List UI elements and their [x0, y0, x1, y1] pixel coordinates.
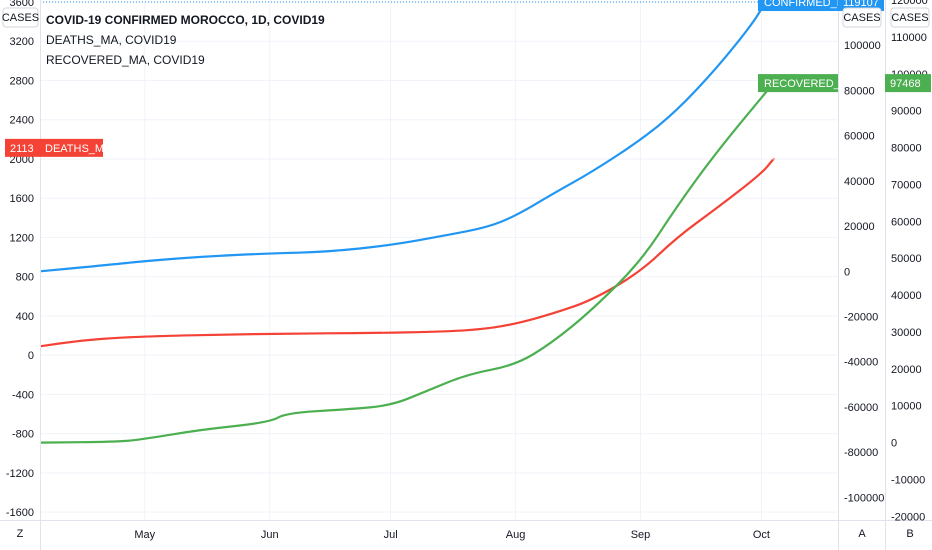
- right-b-tick-label: 40000: [891, 290, 922, 302]
- right-a-tick-label: 100000: [844, 40, 881, 52]
- right-b-tick-label: -10000: [891, 474, 925, 486]
- x-tick-label: Sep: [631, 529, 651, 541]
- left-tick-label: 3200: [10, 36, 34, 48]
- left-tick-label: 2800: [10, 75, 34, 87]
- right-a-tick-label: -40000: [844, 357, 878, 369]
- badge-label: DEATHS_MA: [45, 143, 112, 155]
- series-line-recovered-ma: [39, 82, 775, 444]
- right-a-tick-label: 80000: [844, 85, 875, 97]
- badge-label-bg: [758, 0, 838, 12]
- left-tick-label: 1200: [10, 232, 34, 244]
- badge-label-bg: [758, 74, 838, 93]
- badge-recovered-ma: RECOVERED_MA 97468: [758, 74, 931, 93]
- series-lines: [39, 0, 838, 444]
- left-tick-label: 0: [28, 350, 34, 362]
- right-a-tick-label: -60000: [844, 402, 878, 414]
- left-tick-label: -400: [12, 389, 34, 401]
- badge-value: 2113: [10, 143, 34, 155]
- right-a-unit-button[interactable]: CASES: [842, 7, 882, 28]
- left-tick-label: -1600: [6, 507, 34, 519]
- badge-value: 97468: [890, 78, 921, 90]
- right-b-tick-label: 110000: [891, 32, 927, 44]
- auto-scale-a-button[interactable]: A: [858, 528, 866, 540]
- x-tick-label: Jul: [384, 529, 398, 541]
- right-a-tick-label: 40000: [844, 176, 875, 188]
- right-b-tick-label: 20000: [891, 364, 922, 376]
- right-b-unit-button[interactable]: CASES: [890, 7, 930, 28]
- badge-value-bg: [838, 0, 884, 12]
- x-tick-label: Jun: [261, 529, 279, 541]
- series-line-confirmed-ma: [39, 0, 767, 273]
- right-b-tick-label: 80000: [891, 143, 922, 155]
- right-b-tick-label: 120000: [891, 0, 928, 7]
- left-tick-label: 800: [16, 272, 34, 284]
- legend-line-recovered: RECOVERED_MA, COVID19: [46, 53, 205, 67]
- right-b-tick-label: 50000: [891, 253, 922, 265]
- right-a-tick-label: -100000: [844, 492, 884, 504]
- right-a-tick-label: -20000: [844, 312, 878, 324]
- auto-scale-b-button[interactable]: B: [906, 528, 913, 540]
- right-b-tick-label: 90000: [891, 106, 922, 118]
- x-tick-label: Oct: [753, 529, 770, 541]
- left-unit-button[interactable]: CASES: [2, 7, 39, 28]
- right-a-tick-label: -80000: [844, 447, 878, 459]
- badge-label: RECOVERED_MA: [764, 78, 857, 90]
- badge-label-bg: [41, 138, 103, 157]
- left-tick-label: 400: [16, 311, 34, 323]
- zoom-button[interactable]: Z: [17, 528, 24, 540]
- right-b-tick-label: 0: [891, 438, 897, 450]
- badge-label: CONFIRMED_MA: [764, 0, 854, 9]
- badge-deaths-ma: 2113 DEATHS_MA: [5, 138, 112, 157]
- left-tick-label: 2400: [10, 115, 34, 127]
- left-tick-label: 1600: [10, 193, 34, 205]
- left-tick-label: 3600: [10, 0, 34, 9]
- series-line-deaths-ma: [39, 157, 775, 348]
- right-b-unit-label: CASES: [891, 12, 928, 24]
- left-tick-label: 2000: [10, 154, 34, 166]
- right-a-unit-label: CASES: [843, 12, 880, 24]
- x-tick-label: Aug: [506, 529, 526, 541]
- badge-value-bg: [5, 138, 41, 157]
- right-b-tick-label: 30000: [891, 327, 922, 339]
- legend-line-deaths: DEATHS_MA, COVID19: [46, 33, 177, 47]
- badge-value: 119107: [843, 0, 879, 9]
- left-tick-label: -800: [12, 429, 34, 441]
- right-b-tick-label: 60000: [891, 216, 922, 228]
- left-unit-label: CASES: [2, 12, 39, 24]
- right-a-tick-label: 60000: [844, 131, 875, 143]
- badge-value-bg: [885, 74, 931, 93]
- right-b-tick-label: -20000: [891, 511, 925, 523]
- right-b-tick-label: 70000: [891, 179, 922, 191]
- legend-title: COVID-19 CONFIRMED MOROCCO, 1D, COVID19: [46, 13, 325, 27]
- right-b-tick-label: 10000: [891, 401, 922, 413]
- left-tick-label: -1200: [6, 468, 34, 480]
- right-a-tick-label: 0: [844, 266, 850, 278]
- x-tick-label: May: [134, 529, 155, 541]
- right-a-tick-label: 20000: [844, 221, 875, 233]
- legend: COVID-19 CONFIRMED MOROCCO, 1D, COVID19 …: [46, 13, 325, 67]
